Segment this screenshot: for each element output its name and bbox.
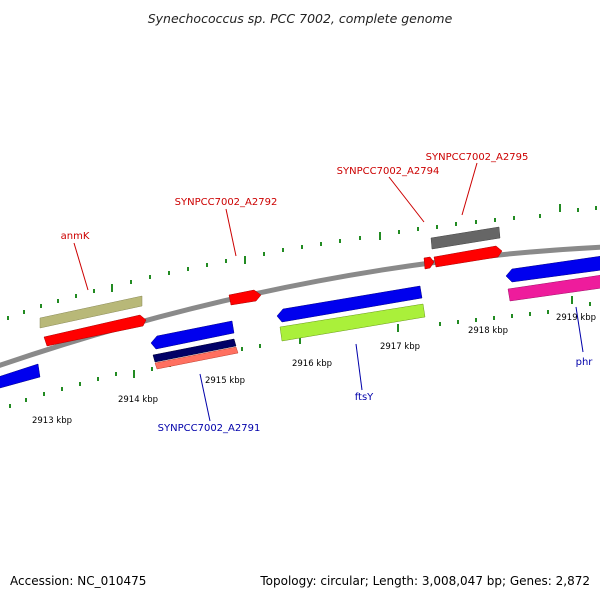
leader-ftsY xyxy=(355,343,363,391)
gene-ftsY[interactable] xyxy=(276,285,423,323)
leader-a2792 xyxy=(225,208,237,257)
gene-SYNPCC7002-A2791-navy[interactable] xyxy=(152,338,237,363)
leader-a2791 xyxy=(199,373,211,422)
gene-anmK[interactable] xyxy=(43,314,147,347)
leader-a2794 xyxy=(388,176,425,223)
gene-label-a2794[interactable]: SYNPCC7002_A2794 xyxy=(337,166,440,177)
gene-phr-feature[interactable] xyxy=(507,275,600,302)
gene-ftsY-feature[interactable] xyxy=(279,303,426,342)
gene-label-a2795[interactable]: SYNPCC7002_A2795 xyxy=(426,152,529,163)
genome-backbone xyxy=(0,244,600,368)
gene-label-ftsY[interactable]: ftsY xyxy=(355,392,374,403)
gene-SYNPCC7002-A2795[interactable] xyxy=(433,245,503,268)
gene-phr[interactable] xyxy=(505,256,600,283)
gene-label-phr[interactable]: phr xyxy=(576,357,594,368)
tick-label: 2918 kbp xyxy=(468,326,508,336)
accession-text: Accession: NC_010475 xyxy=(10,574,146,588)
map-title: Synechococcus sp. PCC 7002, complete gen… xyxy=(148,11,453,26)
gene-SYNPCC7002-A2792[interactable] xyxy=(228,289,262,306)
tick-label: 2914 kbp xyxy=(118,395,158,405)
gene-SYNPCC7002-A2794-feature[interactable] xyxy=(430,226,501,250)
gene-label-anmK[interactable]: anmK xyxy=(61,231,90,242)
tick-label: 2916 kbp xyxy=(292,359,332,369)
genome-summary-text: Topology: circular; Length: 3,008,047 bp… xyxy=(259,574,590,588)
tick-label: 2917 kbp xyxy=(380,342,420,352)
gene-SYNPCC7002-A2791-salmon[interactable] xyxy=(154,346,239,370)
outer-tick-track xyxy=(7,204,597,320)
gene-label-a2791[interactable]: SYNPCC7002_A2791 xyxy=(158,423,261,434)
gene-anmK-feature[interactable] xyxy=(39,295,143,329)
leader-phr xyxy=(575,306,584,353)
leader-anmK xyxy=(73,242,89,291)
gene-left-blue[interactable] xyxy=(0,363,41,389)
leader-a2795 xyxy=(461,162,478,216)
tick-label: 2913 kbp xyxy=(32,416,72,426)
gene-SYNPCC7002-A2791-blue[interactable] xyxy=(150,320,235,350)
gene-SYNPCC7002-A2794[interactable] xyxy=(423,256,435,270)
tick-label: 2919 kbp xyxy=(556,313,596,323)
tick-label: 2915 kbp xyxy=(205,376,245,386)
gene-label-a2792[interactable]: SYNPCC7002_A2792 xyxy=(175,197,278,208)
